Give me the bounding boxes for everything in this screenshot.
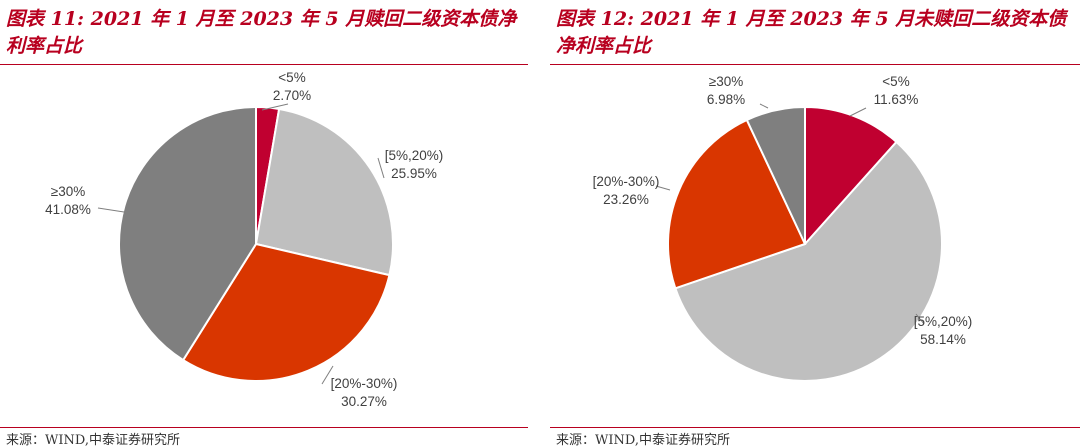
slice-value-label: 11.63% (874, 92, 919, 107)
leader-line (261, 103, 289, 111)
source-note: 来源：WIND,中泰证券研究所 (556, 433, 730, 448)
slice-value-label: 58.14% (920, 332, 966, 347)
chart-panel-left: 图表 11: 2021 年 1 月至 2023 年 5 月赎回二级资本债净利率占… (0, 0, 528, 448)
slice-value-label: 41.08% (45, 202, 91, 217)
slice-category-label: [5%,20%) (385, 148, 444, 163)
leader-line (377, 157, 385, 179)
slice-category-label: <5% (882, 74, 909, 89)
slice-category-label: ≥30% (709, 74, 743, 89)
leader-line (321, 365, 334, 385)
chart-title: 图表 11: 2021 年 1 月至 2023 年 5 月赎回二级资本债净利率占… (6, 8, 517, 57)
footer-divider (550, 427, 1080, 428)
pie-slice (667, 118, 807, 290)
slice-category-label: [5%,20%) (914, 314, 973, 329)
chart-title: 图表 12: 2021 年 1 月至 2023 年 5 月未赎回二级资本债净利率… (556, 8, 1067, 57)
chart-panel-right: 图表 12: 2021 年 1 月至 2023 年 5 月未赎回二级资本债净利率… (550, 0, 1080, 448)
slice-category-label: <5% (278, 70, 305, 85)
pie-slice (804, 105, 898, 247)
leader-line (759, 103, 769, 109)
pie-slice (254, 107, 394, 277)
pie-slice (674, 140, 943, 382)
slice-value-label: 25.95% (391, 166, 437, 181)
pie-chart-left: <5% 2.70% [5%,20%) 25.95% [20%-30%) 30.27% ≥30… (45, 70, 444, 409)
leader-line (97, 207, 125, 213)
source-note: 来源：WIND,中泰证券研究所 (6, 433, 180, 448)
title-divider (0, 64, 528, 65)
slice-value-label: 23.26% (603, 192, 649, 207)
pie-chart-right: <5% 11.63% [5%,20%) 58.14% [20%-30%) 23.26% ≥3… (593, 74, 973, 382)
pie-slice (118, 105, 257, 362)
slice-value-label: 6.98% (707, 92, 745, 107)
slice-category-label: [20%-30%) (593, 174, 660, 189)
leader-line (655, 185, 671, 191)
leader-line (849, 107, 867, 117)
slice-category-label: ≥30% (51, 184, 85, 199)
pie-slice (745, 105, 806, 245)
slice-value-label: 2.70% (273, 88, 311, 103)
footer-divider (0, 427, 528, 428)
slice-category-label: [20%-30%) (331, 376, 398, 391)
title-divider (550, 64, 1080, 65)
slice-value-label: 30.27% (341, 394, 387, 409)
leader-line (915, 313, 925, 325)
